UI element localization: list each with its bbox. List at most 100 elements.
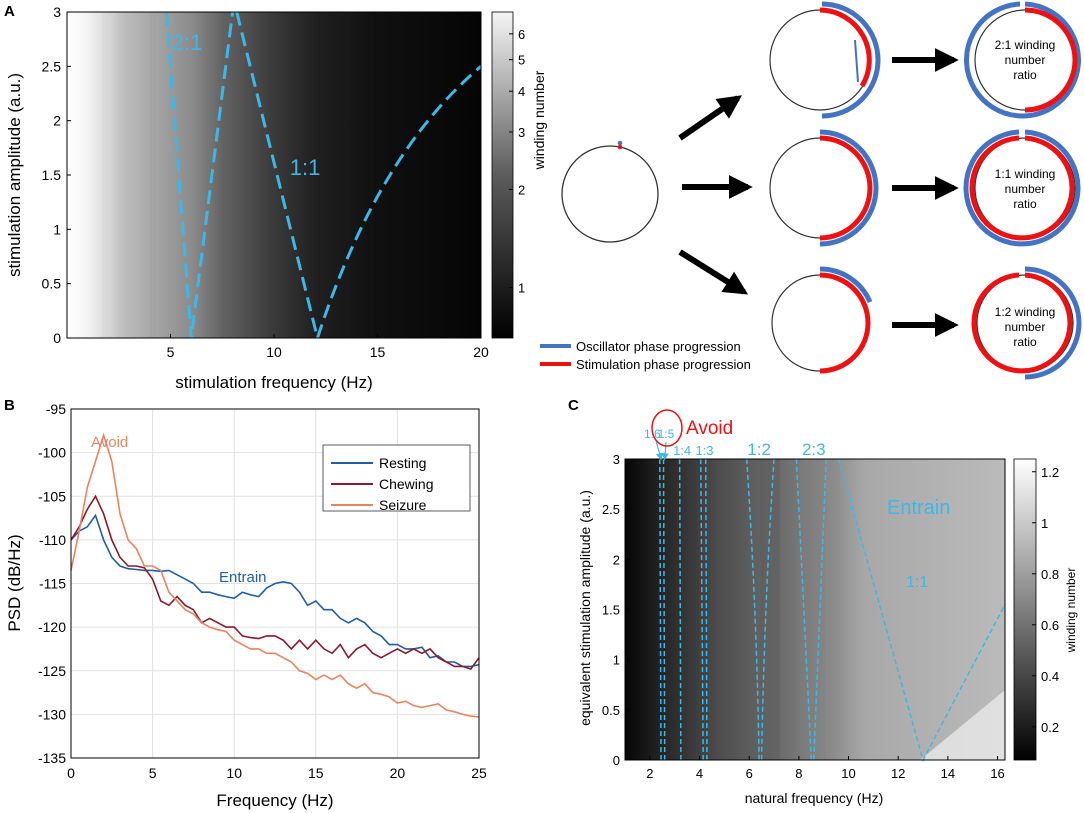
legend-stimulation-label: Stimulation phase progression [576, 357, 751, 372]
panel-c-xlabel: natural frequency (Hz) [745, 790, 884, 806]
panel-c-tongue-2-3 [795, 458, 827, 761]
panel-c-colorbar-tick-label: 1 [1041, 516, 1048, 531]
source-circle [561, 145, 659, 243]
panel-c-ytick-label: 1.5 [602, 603, 620, 618]
panel-b-xtick-label: 15 [308, 765, 324, 781]
panel-a-colorbar-tick-label: 6 [518, 27, 525, 42]
panel-b-xtick-label: 0 [67, 765, 75, 781]
panel-a-xtick-label: 10 [266, 344, 282, 360]
panel-c-xtick-label: 8 [795, 766, 802, 781]
mid-circle-middle [769, 129, 879, 247]
mid-circle-top [769, 1, 881, 119]
panel-a-ytick-label: 3 [53, 4, 61, 20]
source-stimulation-dot [617, 144, 623, 150]
panel-a-xlabel: stimulation frequency (Hz) [175, 373, 372, 392]
panel-c-ytick-label: 3 [613, 452, 620, 467]
panel-c-xtick-label: 10 [841, 766, 855, 781]
panel-c-ratio-label-1-2: 1:2 [747, 440, 771, 459]
result-circle-2-1 [964, 1, 1081, 119]
panel-c-ytick-label: 2.5 [602, 502, 620, 517]
panel-c-entrain-annotation: Entrain [887, 497, 950, 519]
panel-c-colorbar-tick-label: 0.2 [1041, 720, 1059, 735]
panel-a-plot-background [67, 12, 481, 338]
panel-c-tongue-boundary [662, 458, 666, 761]
panel-a-tongue-label-1-1: 1:1 [290, 155, 321, 180]
panel-a-colorbar-label: winding number [531, 70, 547, 170]
panel-a-ytick-label: 2.5 [42, 58, 62, 74]
result-label-1-1-line2: number [1005, 182, 1046, 196]
panel-c-xtick-label: 14 [941, 766, 955, 781]
panel-a-ytick-label: 0.5 [42, 276, 62, 292]
panel-b-legend-label-chewing: Chewing [379, 476, 433, 492]
panel-c-ytick-label: 0.5 [602, 703, 620, 718]
panel-b-series-resting [70, 513, 480, 668]
panel-c-tongue-boundary [678, 458, 682, 761]
panel-a-colorbar [491, 11, 514, 339]
result-circle-1-1 [963, 129, 1081, 247]
panel-letter-c: C [568, 397, 579, 414]
panel-a-xtick-label: 5 [167, 344, 175, 360]
panel-c-ratio-label-1-5: 1:5 [658, 427, 675, 441]
panel-c-ytick-label: 2 [613, 552, 620, 567]
panel-a-ytick-label: 2 [53, 113, 61, 129]
panel-c-pointer-1-6 [655, 441, 663, 461]
panel-c-colorbar-tick-label: 0.8 [1041, 567, 1059, 582]
panel-b-ytick-label: -115 [39, 576, 66, 592]
panel-b-ytick-label: -130 [38, 706, 66, 722]
result-label-2-1-line1: 2:1 winding [995, 38, 1056, 52]
panel-letter-a: A [4, 3, 15, 20]
panel-c-colorbar [1013, 458, 1037, 761]
panel-b-ytick-label: -125 [38, 663, 66, 679]
result-label-1-1-line3: ratio [1013, 197, 1037, 211]
source-oscillator-dot [617, 140, 623, 146]
panel-a-ytick-label: 1 [53, 221, 61, 237]
mid-circle-bottom [771, 266, 873, 374]
panel-c-xtick-label: 6 [746, 766, 753, 781]
panel-b-xlabel: Frequency (Hz) [216, 791, 333, 810]
panel-b-legend-label-resting: Resting [379, 455, 426, 471]
panel-c-avoid-circle [651, 409, 683, 447]
panel-b-entrain-annotation: Entrain [219, 569, 267, 586]
panel-b-xtick-label: 20 [390, 765, 406, 781]
panel-a-colorbar-tick-label: 1 [518, 281, 525, 296]
panel-b-psd: 0 5 10 15 20 25 -95 -100 -105 -110 -115 -120 -125 -13… [5, 401, 487, 810]
panel-c-bright-region [920, 690, 1005, 760]
panel-b-series-seizure [70, 432, 480, 718]
arrow-to-top [678, 95, 742, 141]
panel-c-texture [760, 459, 826, 760]
panel-a-colorbar-tick-label: 4 [518, 84, 525, 99]
panel-c-colorbar-tick-label: 0.4 [1041, 669, 1059, 684]
panel-c-colorbar-tick-label: 1.2 [1041, 465, 1059, 480]
panel-a-colorbar-tick-label: 3 [518, 125, 525, 140]
panel-b-plot-frame [70, 408, 480, 759]
panel-c-xtick-label: 16 [990, 766, 1004, 781]
panel-c-ytick-label: 0 [613, 753, 620, 768]
result-label-1-2-line1: 1:2 winding [995, 305, 1056, 319]
panel-c-pointer-1-5 [661, 441, 669, 461]
panel-c-ratio-label-1-4: 1:4 [673, 443, 691, 458]
panel-c-xtick-label: 2 [646, 766, 653, 781]
panel-b-legend-box [322, 444, 471, 512]
panel-b-ytick-label: -135 [38, 750, 66, 766]
result-label-2-1-line2: number [1005, 53, 1046, 67]
panel-c-heatmap: 2 4 6 8 10 12 14 16 0 0.5 1 1.5 2 2.5 3 natural freque… [577, 409, 1078, 806]
panel-c-tongue-boundary [704, 458, 708, 761]
panel-c-1-1-annotation: 1:1 [906, 574, 928, 591]
panel-c-ylabel: equivalent stimulation amplitude (a.u.) [577, 490, 593, 726]
panel-c-xtick-label: 12 [891, 766, 905, 781]
panel-a-xtick-label: 20 [473, 344, 489, 360]
panel-a-ytick-label: 1.5 [42, 167, 62, 183]
panel-b-ytick-label: -100 [38, 445, 66, 461]
panel-b-xtick-label: 25 [471, 765, 487, 781]
result-circle-1-2 [971, 266, 1082, 380]
result-label-1-2-line2: number [1005, 320, 1046, 334]
result-label-1-1-line1: 1:1 winding [995, 167, 1056, 181]
panel-a-ylabel: stimulation amplitude (a.u.) [5, 73, 24, 277]
panel-a-tongue-label-2-1: 2:1 [172, 30, 203, 55]
panel-b-ytick-label: -110 [39, 532, 66, 548]
panel-c-colorbar-label: winding number [1064, 568, 1078, 654]
panel-b-series-chewing [70, 494, 480, 670]
panel-c-ratio-label-1-3: 1:3 [695, 443, 713, 458]
